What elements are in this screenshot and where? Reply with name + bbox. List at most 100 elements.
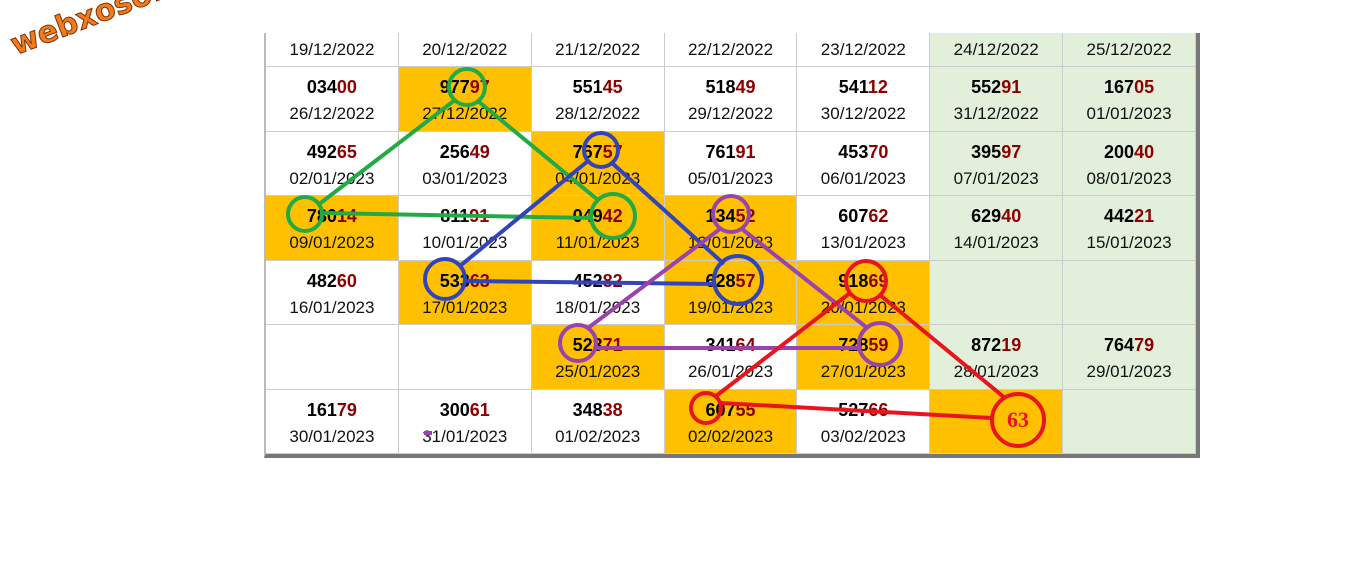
result-number: 62940 [930,206,1062,227]
table-cell: 21/12/2022 [531,33,665,67]
green-marks [286,67,637,240]
number-head: 453 [838,141,869,162]
number-head: 300 [439,399,470,420]
number-tail: 40 [1001,206,1022,226]
result-number: 16705 [1063,77,1195,98]
number-tail: 91 [735,141,756,162]
number-tail: 91 [1001,77,1022,97]
table-cell: 34838 01/02/2023 [531,389,665,454]
number-tail: 70 [868,141,889,162]
number-head: 607 [838,206,869,226]
result-number: 30061 [399,400,531,421]
number-tail: 60 [336,270,357,291]
result-table: 19/12/2022 20/12/2022 21/12/2022 22/12/2022… [264,33,1200,458]
number-head: 167 [1104,77,1135,97]
draw-date: 19/01/2023 [687,297,774,317]
table-cell: 81191 10/01/2023 [398,196,532,261]
number-head: 442 [1104,206,1135,226]
result-number: 76479 [1063,335,1195,356]
number-head: 395 [971,141,1002,162]
table-cell: 16179 30/01/2023 [266,389,399,454]
table-cell [1063,389,1196,454]
result-number: 48260 [266,271,398,292]
draw-date: 01/02/2023 [555,426,641,446]
draw-date: 30/12/2022 [820,104,906,123]
table-cell: 60762 13/01/2023 [797,196,931,261]
result-number: 25649 [399,142,531,163]
table-cell: 52766 03/02/2023 [797,389,931,454]
draw-date: 24/12/2022 [953,40,1039,59]
number-tail: 14 [336,206,357,226]
number-tail: 12 [867,77,888,97]
draw-date: 16/01/2023 [289,297,375,317]
result-number: 20040 [1063,142,1195,163]
result-number: 45370 [797,142,929,163]
table-cell: 22/12/2022 [664,33,798,67]
draw-date: 21/12/2022 [555,40,641,59]
number-head: 977 [439,77,470,97]
draw-date: 15/01/2023 [1086,233,1172,252]
number-head: 872 [971,335,1002,355]
number-tail: 00 [336,77,357,97]
draw-date: 31/01/2023 [422,426,508,446]
table-cell: 24/12/2022 [930,33,1064,67]
draw-date: 28/12/2022 [555,104,641,123]
table-cell: 51849 29/12/2022 [664,67,798,132]
table-cell: 55145 28/12/2022 [531,67,665,132]
table-cell: 76479 29/01/2023 [1063,325,1196,390]
number-head: 629 [971,206,1002,226]
draw-date: 05/01/2023 [687,168,774,188]
draw-date: 27/01/2023 [820,362,906,381]
draw-date: 14/01/2023 [953,233,1039,252]
table-cell: 44221 15/01/2023 [1063,196,1196,261]
draw-date: 10/01/2023 [422,233,508,252]
result-number: 49265 [266,142,398,163]
table-cell: 55291 31/12/2022 [930,67,1064,132]
number-tail: 42 [602,206,623,226]
table-cell: 54112 30/12/2022 [797,67,931,132]
draw-date: 01/01/2023 [1086,104,1172,123]
table-cell: 20/12/2022 [398,33,532,67]
result-number: 39597 [930,142,1062,163]
number-tail: 66 [868,399,889,420]
draw-date: 30/01/2023 [289,426,375,446]
number-tail: 57 [735,270,756,291]
table-cell: 16705 01/01/2023 [1063,67,1196,132]
table-cell: 30061 31/01/2023 [398,389,532,454]
draw-date: 08/01/2023 [1086,168,1172,188]
draw-date: 09/01/2023 [289,233,375,252]
result-number: 16179 [266,400,398,421]
table-cell: 25649 03/01/2023 [398,131,532,196]
result-number: 87219 [930,335,1062,356]
draw-date: 22/12/2022 [687,40,774,59]
number-head: 161 [306,399,337,420]
result-number: 03400 [266,77,398,98]
result-number: 60762 [797,206,929,227]
red-marks [689,259,1046,448]
number-head: 541 [838,77,868,97]
number-tail: 40 [1134,141,1155,162]
number-tail: 97 [1001,141,1022,162]
draw-date: 26/12/2022 [289,104,375,123]
draw-date: 31/12/2022 [953,104,1039,123]
table-cell: 52371 25/01/2023 [531,325,665,390]
number-head: 552 [971,77,1002,97]
table-cell: 45370 06/01/2023 [797,131,931,196]
draw-date: 03/02/2023 [820,426,906,446]
number-tail: 59 [868,335,889,355]
number-head: 034 [306,77,337,97]
number-head: 761 [705,141,736,162]
table-cell: 48260 16/01/2023 [266,260,399,325]
number-head: 482 [306,270,337,291]
number-head: 764 [1104,335,1135,355]
number-tail: 79 [1134,335,1155,355]
highlight-label: 63 [1007,407,1029,432]
number-head: 492 [306,141,337,162]
number-tail: 79 [336,399,357,420]
table-cell: 20040 08/01/2023 [1063,131,1196,196]
table-cell: 76191 05/01/2023 [664,131,798,196]
table-cell: 19/12/2022 [266,33,399,67]
table-cell: 45282 18/01/2023 [531,260,665,325]
